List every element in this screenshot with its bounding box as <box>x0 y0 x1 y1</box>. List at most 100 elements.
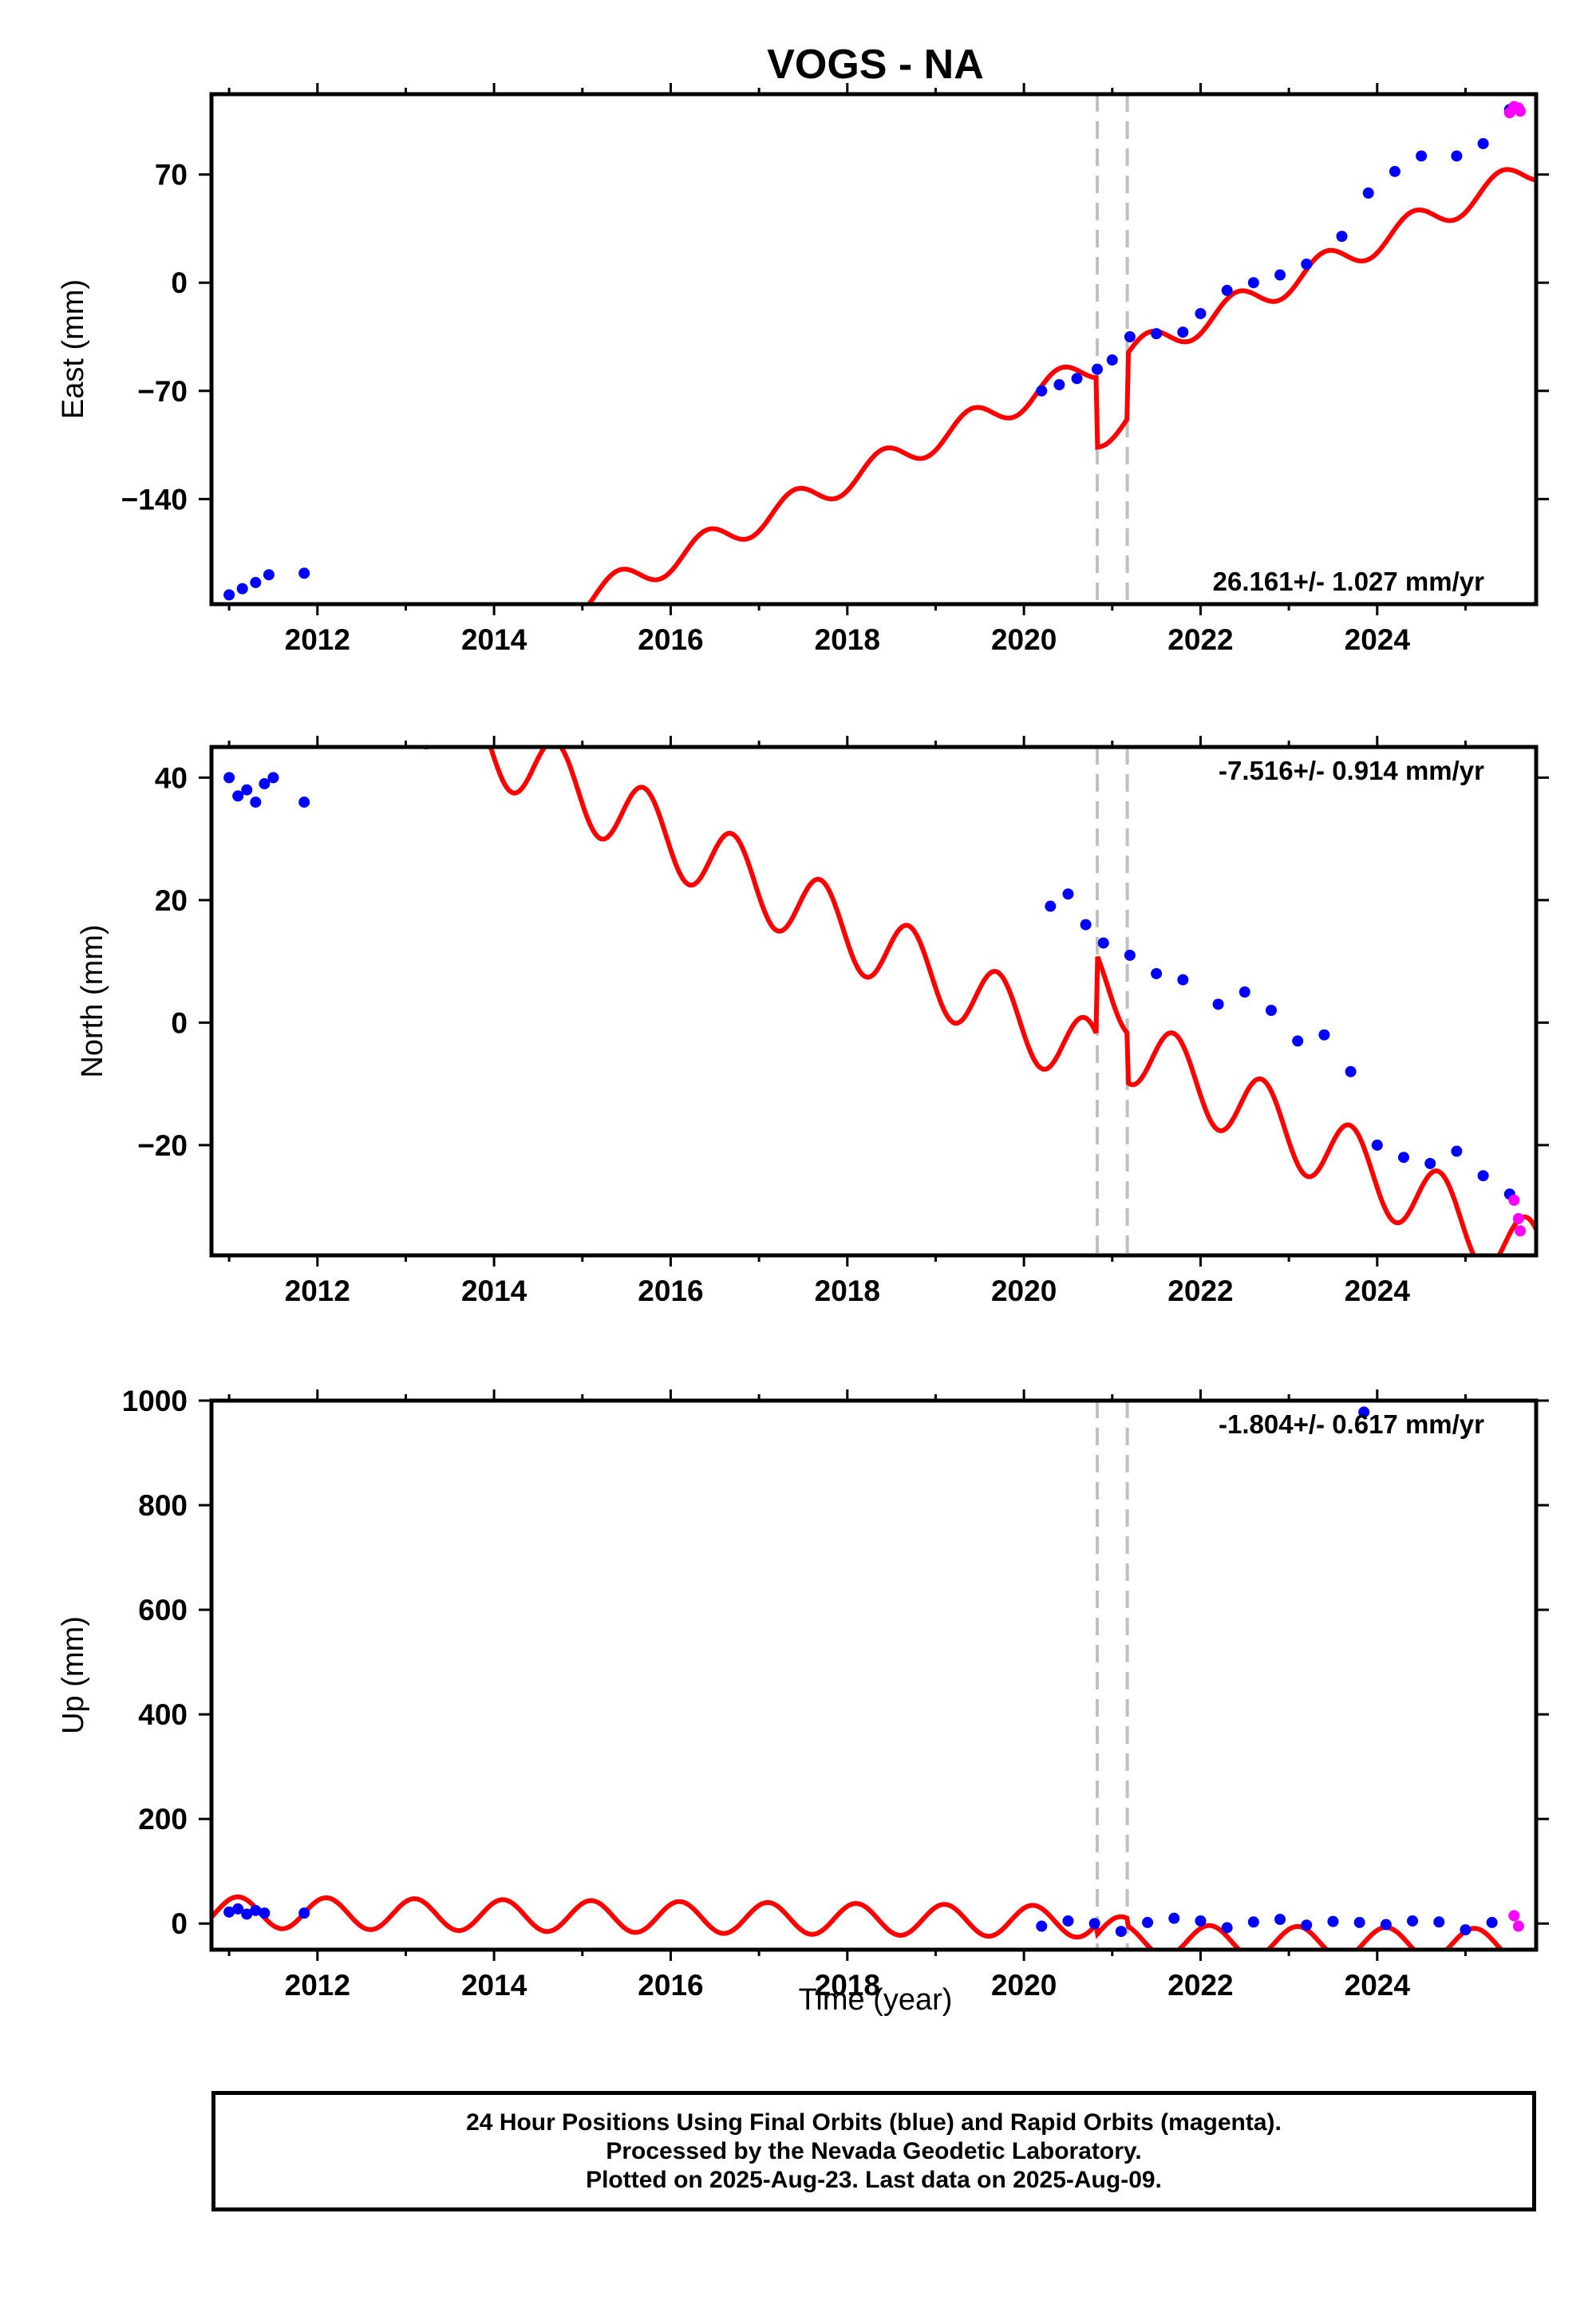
model-curve-east <box>586 167 1536 604</box>
data-point-up-final <box>1195 1915 1207 1927</box>
plot-frame-east <box>209 92 1539 607</box>
x-tick-label-north: 2014 <box>461 1275 527 1307</box>
data-point-east-final <box>250 576 262 588</box>
panel-east: 2012 2014 2016 2018 2020 2022 2024 70 0 −70 −140 Ea… <box>57 83 1549 656</box>
data-point-up-final <box>1247 1916 1259 1928</box>
data-point-east-final <box>1091 363 1103 375</box>
data-point-north-final <box>1080 919 1092 931</box>
data-point-north-rapid <box>1512 1212 1524 1224</box>
data-point-up-final <box>1353 1916 1365 1928</box>
y-tick-label-up: 0 <box>171 1907 188 1940</box>
x-tick-label-north: 2012 <box>285 1275 350 1307</box>
caption-line-orbits: 24 Hour Positions Using Final Orbits (bl… <box>466 2109 1282 2136</box>
data-point-north-final <box>1124 949 1136 961</box>
data-point-east-final <box>1177 326 1189 338</box>
data-point-north-final <box>223 772 235 784</box>
data-point-north-final <box>1318 1029 1330 1041</box>
data-point-north-final <box>298 796 310 808</box>
data-point-up-final <box>1274 1913 1286 1925</box>
y-tick-label-up: 400 <box>138 1698 188 1731</box>
rate-label-north: -7.516+/- 0.914 mm/yr <box>1219 756 1484 785</box>
x-tick-label-up: 2022 <box>1167 1969 1233 2002</box>
data-point-north-final <box>1097 937 1109 949</box>
data-point-east-final <box>1336 231 1348 243</box>
data-point-north-final <box>1424 1157 1436 1169</box>
data-point-east-final <box>1416 150 1428 162</box>
data-point-east-final <box>1301 259 1313 270</box>
data-point-up-final <box>1062 1915 1074 1927</box>
data-point-east-final <box>1221 284 1233 296</box>
data-point-up-final <box>250 1904 262 1916</box>
data-point-north-final <box>241 784 253 796</box>
y-tick-label-east: −70 <box>137 375 188 408</box>
data-point-east-final <box>298 567 310 579</box>
x-tick-label-east: 2012 <box>285 623 350 656</box>
x-tick-label-up: 2014 <box>461 1969 527 2002</box>
data-point-up-final <box>1460 1924 1472 1936</box>
data-point-north-final <box>1451 1145 1463 1157</box>
data-point-up-final <box>241 1908 253 1920</box>
data-point-east-final <box>1477 137 1489 149</box>
data-point-up-final <box>1221 1922 1233 1934</box>
data-point-north-final <box>259 778 271 790</box>
data-point-east-final <box>1195 307 1207 319</box>
x-tick-label-up: 2018 <box>815 1969 880 2002</box>
data-point-up-final <box>1036 1920 1048 1932</box>
data-point-north-final <box>1345 1065 1357 1077</box>
data-point-east-final <box>1389 165 1400 177</box>
chart-title: VOGS - NA <box>767 41 984 88</box>
y-tick-label-east: −140 <box>121 483 188 516</box>
data-point-up-final <box>1433 1916 1445 1928</box>
y-tick-label-north: 0 <box>171 1006 188 1039</box>
y-tick-label-north: −20 <box>137 1129 188 1162</box>
data-point-north-final <box>1398 1152 1409 1164</box>
x-tick-label-up: 2012 <box>285 1969 350 2002</box>
caption-box: 24 Hour Positions Using Final Orbits (bl… <box>211 2091 1536 2211</box>
data-point-north-final <box>1062 888 1074 900</box>
data-point-up-final <box>1115 1926 1127 1938</box>
data-point-north-final <box>267 772 279 784</box>
data-point-east-final <box>1053 379 1065 391</box>
caption-line-processed: Processed by the Nevada Geodetic Laborat… <box>606 2137 1142 2164</box>
data-point-up-final <box>1301 1919 1313 1931</box>
data-point-east-rapid <box>1515 105 1527 117</box>
data-point-east-final <box>1151 328 1163 340</box>
model-curve-up <box>211 1894 1536 1950</box>
x-tick-label-north: 2016 <box>638 1275 703 1307</box>
data-point-east-final <box>236 583 248 595</box>
panel-north: 2012 2014 2016 2018 2020 2022 2024 40 20 0 −20 Nort… <box>76 736 1549 1307</box>
data-point-east-final <box>1362 187 1374 199</box>
model-curve-north <box>420 747 1536 1255</box>
data-point-north-final <box>1151 967 1163 979</box>
data-point-up-rapid <box>1508 1910 1520 1922</box>
data-point-up-final <box>1358 1406 1370 1418</box>
data-point-up-final <box>1142 1916 1154 1928</box>
y-axis-label-up: Up (mm) <box>57 1616 90 1734</box>
y-axis-label-east: East (mm) <box>57 279 90 419</box>
data-point-north-final <box>232 790 244 802</box>
data-point-north-final <box>1177 974 1189 986</box>
rate-label-up: -1.804+/- 0.617 mm/yr <box>1219 1409 1484 1439</box>
data-point-north-final <box>1477 1170 1489 1182</box>
data-point-up-final <box>259 1907 271 1919</box>
data-point-east-final <box>263 569 275 581</box>
x-tick-label-north: 2022 <box>1167 1275 1233 1307</box>
x-tick-label-up: 2020 <box>991 1969 1057 2002</box>
y-tick-label-up: 1000 <box>122 1385 188 1417</box>
data-point-up-final <box>232 1903 244 1915</box>
data-point-up-final <box>1407 1915 1419 1927</box>
y-tick-label-east: 70 <box>155 159 188 192</box>
y-tick-label-north: 40 <box>155 761 188 794</box>
data-point-north-rapid <box>1508 1194 1520 1206</box>
x-tick-label-east: 2020 <box>991 623 1057 656</box>
data-point-up-final <box>1168 1912 1180 1924</box>
data-point-up-final <box>1327 1915 1339 1927</box>
caption-line-plotted: Plotted on 2025-Aug-23. Last data on 202… <box>586 2166 1162 2193</box>
data-point-up-final <box>298 1907 310 1919</box>
data-point-north-final <box>1266 1005 1277 1017</box>
data-point-east-final <box>1451 150 1463 162</box>
y-tick-label-up: 200 <box>138 1803 188 1836</box>
x-tick-label-up: 2024 <box>1345 1969 1411 2002</box>
x-tick-label-east: 2024 <box>1345 623 1411 656</box>
